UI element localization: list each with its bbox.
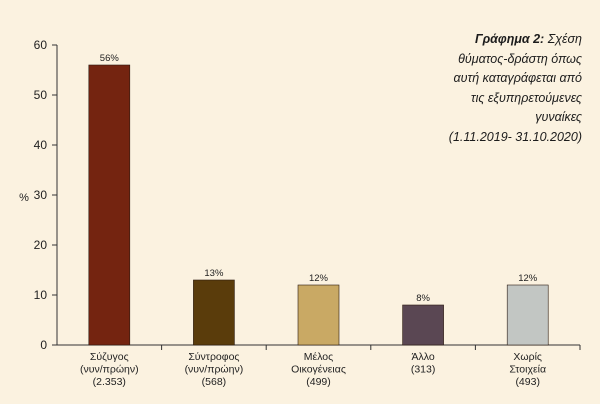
y-axis-label: %	[19, 192, 29, 204]
category-label: Σύντροφος (νυν/πρώην) (568)	[185, 351, 244, 388]
chart-title-line-4: τις εξυπηρετούμενες	[470, 90, 582, 105]
category-label-line: (499)	[306, 376, 331, 388]
chart-title-line-3: αυτή καταγράφεται από	[453, 71, 582, 85]
category-label: Χωρίς Στοιχεία (493)	[509, 351, 546, 388]
category-label-line: Χωρίς	[513, 351, 542, 363]
category-label-line: Μέλος	[304, 351, 333, 363]
category-label-line: Οικογένειας	[291, 364, 346, 376]
category-label-line: (493)	[515, 376, 540, 388]
bar	[402, 304, 444, 346]
chart-title-line-5: γυναίκες	[535, 110, 582, 124]
bar	[297, 284, 340, 346]
bar	[88, 64, 131, 346]
bar	[193, 279, 235, 346]
chart-title-line-6: (1.11.2019- 31.10.2020)	[448, 129, 582, 144]
y-tick-label: 60	[34, 38, 48, 52]
chart-title-lead: Γράφημα 2:	[474, 32, 545, 46]
y-tick-label: 30	[34, 188, 48, 202]
chart-title: Γράφημα 2: Σχέση θύματος-δράστη όπως αυτ…	[372, 30, 582, 147]
y-tick-label: 0	[40, 338, 47, 352]
category-label-line: Σύντροφος	[188, 351, 239, 363]
data-label: 13%	[204, 268, 224, 279]
category-label-line: Άλλο	[411, 351, 434, 363]
bars	[88, 64, 549, 346]
category-label-line: Σύζυγος	[90, 351, 129, 363]
category-label: Άλλο (313)	[411, 351, 436, 376]
y-tick-label: 10	[34, 288, 48, 302]
data-label: 56%	[100, 53, 120, 64]
chart-title-line-1-text: Σχέση	[547, 32, 582, 46]
category-label-line: (313)	[411, 364, 436, 376]
labels: 56%Σύζυγος (νυν/πρώην) (2.353)13%Σύντροφος…	[80, 53, 546, 388]
category-label-line: (νυν/πρώην)	[80, 364, 139, 376]
chart-title-line-1: Γράφημα 2: Σχέση	[372, 30, 582, 50]
category-label-line: (νυν/πρώην)	[185, 364, 244, 376]
category-label-line: (568)	[202, 376, 227, 388]
y-tick-label: 20	[34, 238, 48, 252]
data-label: 8%	[416, 293, 430, 304]
data-label: 12%	[518, 273, 538, 284]
axes: 0 10 20 30 40 50 60%	[19, 38, 581, 352]
category-label: Μέλος Οικογένειας (499)	[291, 351, 346, 388]
chart-title-line-2: θύματος-δράστη όπως	[458, 51, 582, 66]
y-tick-label: 40	[34, 138, 48, 152]
y-tick-label: 50	[34, 88, 48, 102]
category-label: Σύζυγος (νυν/πρώην) (2.353)	[80, 351, 139, 388]
category-label-line: (2.353)	[93, 376, 126, 388]
category-label-line: Στοιχεία	[509, 364, 546, 376]
data-label: 12%	[309, 273, 329, 284]
bar	[506, 284, 549, 346]
